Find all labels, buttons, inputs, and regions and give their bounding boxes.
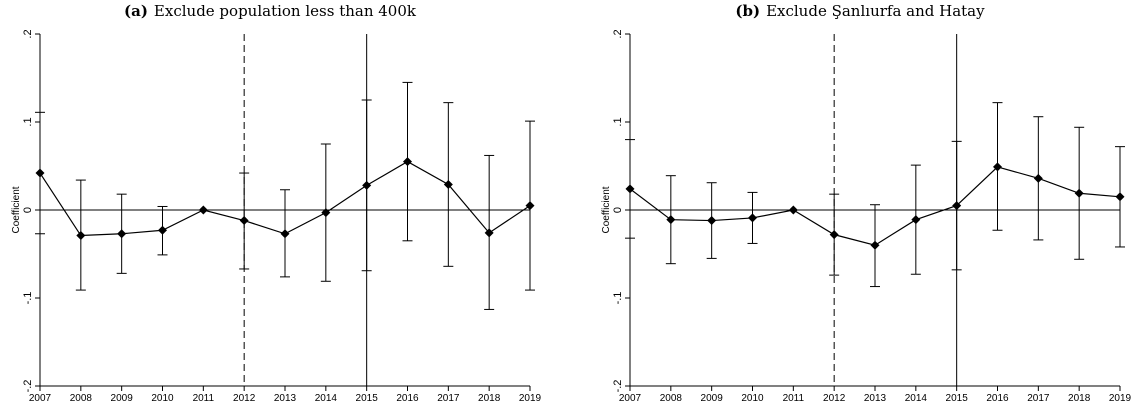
chart-b-point — [911, 215, 921, 225]
chart-a-point — [321, 208, 331, 218]
panel-b-label: (b) — [735, 2, 761, 20]
chart-b: -.2 -.1 0 .1 .2 Coefficient 2007 2008 2009 2010 20… — [601, 29, 1132, 404]
panel-a: (a) Exclude population less than 400k -.2… — [0, 0, 542, 408]
chart-a-point — [525, 201, 535, 211]
chart-b-x-tick-label: 2018 — [1068, 393, 1091, 404]
panel-b-title-text: Exclude Şanlıurfa and Hatay — [766, 2, 985, 20]
chart-a-point — [76, 231, 86, 241]
chart-b-x-tick-label: 2013 — [864, 393, 887, 404]
chart-b-point — [707, 216, 717, 226]
panel-a-title: (a) Exclude population less than 400k — [0, 0, 540, 22]
chart-b-x-tick-label: 2019 — [1109, 393, 1132, 404]
chart-a-point — [35, 168, 45, 178]
chart-b-y-tick-label: -.1 — [612, 292, 624, 305]
chart-a-x-tick-label: 2016 — [396, 393, 419, 404]
chart-a-point — [198, 205, 208, 215]
chart-a-x-tick-label: 2013 — [274, 393, 297, 404]
chart-b-y-tick-label: .2 — [612, 29, 624, 38]
chart-a-x-tick-label: 2007 — [29, 393, 52, 404]
chart-b-point — [748, 213, 757, 223]
chart-a-point — [117, 229, 127, 239]
chart-b-x-tick-label: 2014 — [905, 393, 928, 404]
chart-b-x-tick-label: 2017 — [1027, 393, 1050, 404]
chart-a-x-tick-label: 2018 — [478, 393, 501, 404]
chart-b-x-tick-label: 2007 — [619, 393, 642, 404]
chart-a-point — [443, 179, 453, 189]
panel-b-title: (b) Exclude Şanlıurfa and Hatay — [590, 0, 1130, 22]
chart-b-point — [993, 162, 1002, 172]
panel-a-label: (a) — [124, 2, 148, 20]
chart-a-x-tick-label: 2009 — [111, 393, 134, 404]
chart-a-x-tick-label: 2015 — [356, 393, 379, 404]
chart-b-y-axis-title: Coefficient — [601, 186, 612, 233]
chart-a-x-tick-label: 2011 — [193, 393, 215, 404]
chart-b-point — [829, 230, 839, 240]
chart-a-x-tick-label: 2014 — [315, 393, 338, 404]
chart-a-point — [280, 229, 290, 239]
chart-a-x-tick-label: 2010 — [151, 393, 174, 404]
chart-a-point — [239, 216, 249, 226]
chart-a-x-tick-label: 2008 — [70, 393, 93, 404]
chart-a-y-tick-label: 0 — [22, 207, 34, 213]
chart-a-y-tick-label: .1 — [22, 117, 34, 126]
chart-b-x-tick-label: 2012 — [823, 393, 846, 404]
chart-a-y-tick-label: .2 — [22, 29, 34, 38]
chart-a-point — [484, 228, 494, 238]
chart-b-y-tick-label: .1 — [612, 117, 624, 126]
chart-b-point — [952, 201, 962, 211]
chart-a-x-tick-label: 2017 — [437, 393, 460, 404]
chart-b-point — [1033, 173, 1043, 183]
chart-a-point — [362, 180, 372, 190]
chart-b-y-tick-label: -.2 — [612, 380, 624, 393]
chart-a-x-tick-label: 2019 — [519, 393, 542, 404]
chart-b-point — [1074, 188, 1084, 198]
panel-a-title-text: Exclude population less than 400k — [153, 2, 416, 20]
chart-b-x-tick-label: 2009 — [701, 393, 724, 404]
chart-b-point — [788, 205, 798, 215]
chart-b-y-tick-label: 0 — [612, 207, 624, 213]
chart-a-point — [158, 225, 167, 235]
chart-a-y-tick-label: -.2 — [22, 380, 34, 393]
chart-b-point — [625, 184, 635, 194]
chart-a-y-tick-label: -.1 — [22, 292, 34, 305]
chart-a-x-tick-label: 2012 — [233, 393, 256, 404]
chart-b-x-tick-label: 2011 — [783, 393, 805, 404]
chart-b-x-tick-label: 2016 — [986, 393, 1009, 404]
chart-b-x-tick-label: 2010 — [741, 393, 764, 404]
chart-a: -.2 -.1 0 .1 .2 Coefficient 2007 2008 2009 2010 20… — [11, 29, 542, 404]
chart-b-x-tick-label: 2015 — [946, 393, 969, 404]
chart-b-point — [666, 215, 676, 225]
chart-b-point — [1115, 192, 1125, 202]
chart-b-x-tick-label: 2008 — [660, 393, 683, 404]
chart-b-point — [870, 240, 880, 250]
chart-a-y-axis-title: Coefficient — [11, 186, 22, 233]
chart-a-point — [403, 157, 412, 167]
panel-b: (b) Exclude Şanlıurfa and Hatay -.2 -.1 0 .1… — [590, 0, 1132, 408]
